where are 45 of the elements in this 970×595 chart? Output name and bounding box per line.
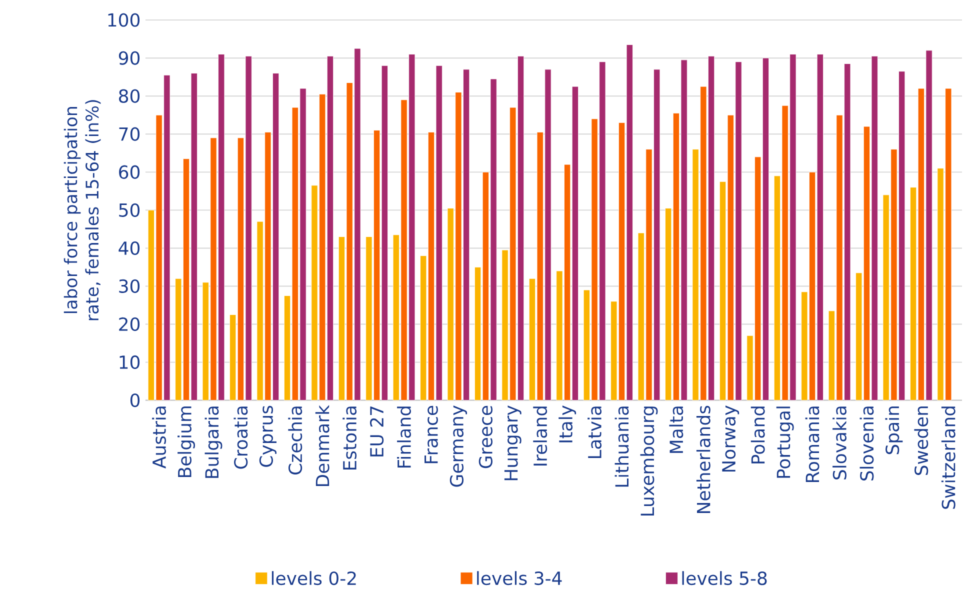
x-tick-label: Germany [450, 405, 468, 487]
x-tick-label: Greece [478, 406, 492, 468]
y-tick-label: 60 [119, 165, 140, 179]
x-tick-label: Finland [397, 406, 411, 468]
x-tick-label: Cyprus [259, 406, 276, 467]
legend-label: levels 0-2 [272, 571, 356, 586]
x-tick-label: EU 27 [370, 406, 384, 456]
x-tick-label: Romania [805, 406, 820, 482]
y-tick-label: 10 [120, 355, 140, 370]
legend-label: levels 5-8 [682, 571, 767, 586]
y-tick-label: 70 [119, 127, 140, 141]
x-tick-label: Portugal [776, 406, 794, 478]
y-tick-label: 80 [119, 89, 140, 103]
x-tick-label: Luxembourg [640, 406, 658, 516]
x-tick-label: Netherlands [696, 406, 710, 513]
y-tick-label: 40 [118, 241, 140, 255]
x-tick-label: Czechia [288, 406, 302, 474]
x-tick-label: Denmark [315, 405, 330, 486]
x-tick-label: Slovakia [832, 406, 846, 480]
x-tick-label: Poland [750, 406, 765, 464]
x-tick-label: Switzerland [941, 406, 956, 509]
x-tick-label: Lithuania [614, 406, 629, 487]
y-tick-label: 50 [119, 203, 140, 217]
y-axis-title: labor force participation rate, females 15-64 (in%) [64, 100, 101, 320]
x-tick-label: Hungary [504, 405, 522, 480]
x-tick-label: Latvia [588, 406, 602, 458]
y-tick-label: 20 [119, 317, 140, 331]
y-tick-label: 30 [119, 279, 140, 293]
y-tick-label: 100 [108, 13, 140, 27]
y-tick-label: 90 [118, 51, 140, 65]
x-tick-label: France [424, 406, 438, 464]
x-tick-label: Sweden [914, 406, 928, 475]
x-tick-label: Belgium [178, 406, 195, 478]
x-tick-label: Italy [558, 405, 576, 442]
x-tick-label: Malta [669, 406, 684, 453]
x-tick-label: Estonia [342, 406, 357, 470]
x-tick-label: Bulgaria [204, 406, 222, 478]
x-tick-label: Ireland [533, 406, 548, 466]
x-tick-label: Slovenia [860, 406, 874, 480]
x-tick-label: Spain [885, 406, 903, 454]
x-tick-label: Croatia [234, 406, 248, 469]
legend-label: levels 3-4 [477, 571, 562, 586]
y-tick-label: 0 [130, 393, 140, 408]
x-tick-label: Norway [722, 405, 740, 472]
x-tick-label: Austria [152, 406, 166, 468]
